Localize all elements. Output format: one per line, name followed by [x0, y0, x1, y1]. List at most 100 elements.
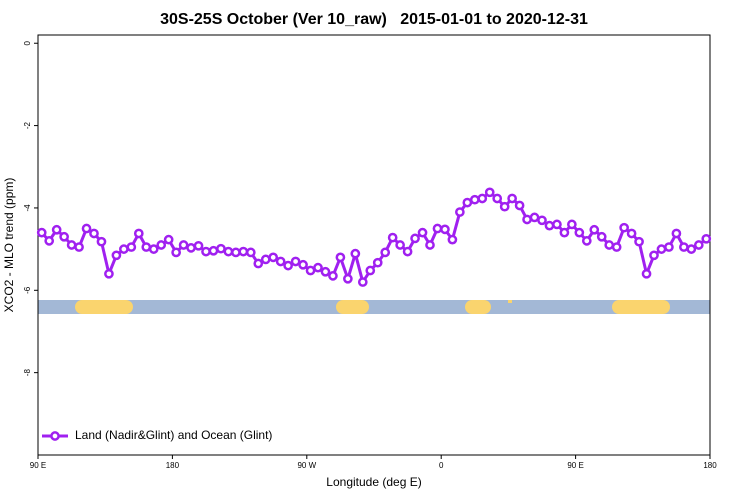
- land-segment: [465, 300, 491, 314]
- point: [245, 247, 256, 258]
- point: [275, 256, 286, 267]
- point: [664, 242, 674, 252]
- land-segment: [508, 300, 512, 303]
- point: [596, 231, 607, 242]
- point: [611, 242, 622, 252]
- point: [163, 234, 174, 245]
- point: [51, 224, 62, 235]
- point: [365, 265, 376, 276]
- point: [313, 262, 323, 273]
- point: [328, 271, 338, 281]
- point: [559, 227, 570, 238]
- point: [335, 252, 346, 263]
- point: [208, 245, 219, 256]
- y-tick-label: -2: [23, 121, 32, 129]
- point: [537, 215, 547, 226]
- point: [126, 242, 137, 252]
- point: [231, 247, 241, 258]
- point: [477, 193, 488, 204]
- point: [462, 197, 473, 208]
- land-ocean-band: [38, 300, 710, 314]
- point: [641, 268, 652, 279]
- point: [693, 240, 704, 250]
- chart-title: 30S-25S October (Ver 10_raw) 2015-01-01 …: [160, 11, 588, 28]
- point: [44, 236, 55, 246]
- point: [417, 227, 428, 238]
- point: [343, 273, 353, 284]
- y-tick-label: 0: [23, 40, 32, 45]
- point: [552, 219, 562, 230]
- land-segment: [75, 300, 133, 314]
- point: [499, 201, 510, 212]
- point: [96, 236, 107, 247]
- x-tick-label: 90 E: [567, 461, 583, 470]
- point: [529, 212, 540, 223]
- x-tick-label: 180: [703, 461, 717, 470]
- point: [223, 246, 234, 257]
- point: [402, 246, 413, 257]
- point: [634, 236, 644, 247]
- point: [574, 227, 585, 238]
- point: [238, 246, 249, 257]
- point: [507, 193, 517, 204]
- point: [671, 228, 682, 239]
- point: [186, 243, 196, 253]
- point: [201, 246, 211, 257]
- point: [544, 220, 555, 231]
- ocean-band: [38, 300, 710, 314]
- point: [604, 240, 615, 250]
- point: [380, 247, 391, 258]
- point: [686, 244, 697, 254]
- plot-frame: [37, 34, 711, 456]
- point: [425, 240, 435, 250]
- y-tick-label: -4: [23, 204, 32, 212]
- point: [74, 242, 84, 252]
- point: [567, 219, 577, 230]
- point: [656, 244, 667, 254]
- x-tick-label: 90 W: [297, 461, 316, 470]
- point: [469, 194, 480, 205]
- x-tick-label: 180: [166, 461, 180, 470]
- point: [298, 259, 308, 270]
- y-tick-label: -8: [23, 369, 32, 377]
- point: [455, 207, 465, 217]
- point: [514, 200, 525, 211]
- point: [156, 240, 167, 250]
- point: [305, 265, 316, 276]
- point: [148, 244, 159, 254]
- point: [440, 224, 450, 235]
- point: [484, 187, 495, 198]
- point: [410, 233, 420, 244]
- point: [171, 247, 181, 258]
- point: [387, 232, 398, 243]
- x-tick-label: 90 E: [30, 461, 46, 470]
- point: [581, 236, 592, 246]
- point: [141, 242, 152, 252]
- point: [260, 254, 271, 265]
- point: [589, 224, 600, 235]
- point: [290, 256, 301, 267]
- point: [372, 257, 383, 268]
- point: [357, 277, 368, 287]
- point: [447, 234, 458, 245]
- point: [492, 193, 503, 204]
- point: [283, 260, 293, 271]
- point: [701, 233, 712, 244]
- point: [193, 240, 204, 251]
- point: [679, 242, 689, 252]
- point: [178, 240, 189, 250]
- y-tick-label: -6: [23, 286, 32, 294]
- point: [216, 243, 226, 254]
- point: [649, 250, 659, 261]
- point: [89, 228, 99, 239]
- land-segment: [612, 300, 670, 314]
- point: [395, 240, 405, 250]
- point: [619, 222, 629, 233]
- point: [626, 228, 637, 239]
- point: [432, 223, 443, 234]
- point: [36, 227, 47, 238]
- point: [59, 231, 69, 242]
- point: [350, 248, 361, 259]
- point: [81, 223, 92, 234]
